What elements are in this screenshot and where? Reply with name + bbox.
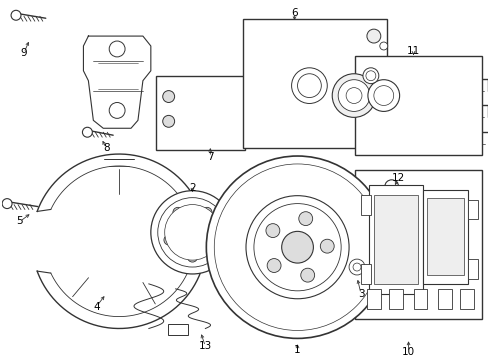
Circle shape xyxy=(366,71,376,81)
Circle shape xyxy=(173,207,183,217)
Circle shape xyxy=(380,42,388,50)
Circle shape xyxy=(206,156,389,338)
Circle shape xyxy=(109,103,125,118)
Circle shape xyxy=(368,80,400,111)
Bar xyxy=(427,198,464,275)
Circle shape xyxy=(246,196,349,299)
Text: 8: 8 xyxy=(103,143,110,153)
Circle shape xyxy=(338,80,370,111)
Circle shape xyxy=(172,212,212,252)
Circle shape xyxy=(349,259,365,275)
Bar xyxy=(355,170,482,319)
Circle shape xyxy=(181,220,204,244)
Text: 4: 4 xyxy=(93,302,99,312)
Bar xyxy=(355,56,482,155)
Circle shape xyxy=(164,235,174,245)
Circle shape xyxy=(188,252,197,262)
Circle shape xyxy=(292,68,327,103)
Circle shape xyxy=(353,263,361,271)
Circle shape xyxy=(163,91,174,103)
Text: 3: 3 xyxy=(358,289,364,299)
Bar xyxy=(243,19,387,148)
Text: 5: 5 xyxy=(17,216,24,226)
Circle shape xyxy=(109,41,125,57)
Bar xyxy=(367,289,381,309)
Circle shape xyxy=(214,164,381,330)
Circle shape xyxy=(320,239,334,253)
Circle shape xyxy=(158,198,227,267)
Bar xyxy=(438,289,452,309)
Circle shape xyxy=(367,29,381,43)
Circle shape xyxy=(374,86,393,105)
Bar xyxy=(168,324,188,336)
Circle shape xyxy=(297,74,321,98)
Circle shape xyxy=(363,68,379,84)
Circle shape xyxy=(266,224,280,238)
Circle shape xyxy=(282,231,314,263)
Text: 7: 7 xyxy=(207,152,214,162)
Text: 1: 1 xyxy=(294,345,301,355)
Circle shape xyxy=(332,74,376,117)
Circle shape xyxy=(385,180,399,194)
Bar xyxy=(361,264,371,284)
Text: 10: 10 xyxy=(402,347,415,357)
Bar xyxy=(389,289,403,309)
Bar xyxy=(423,190,468,284)
Circle shape xyxy=(299,212,313,226)
Bar xyxy=(369,185,423,294)
Circle shape xyxy=(346,87,362,103)
Circle shape xyxy=(165,204,220,260)
Circle shape xyxy=(2,199,12,208)
Text: 9: 9 xyxy=(21,48,27,58)
Circle shape xyxy=(82,127,92,137)
Circle shape xyxy=(163,116,174,127)
Circle shape xyxy=(301,268,315,282)
Polygon shape xyxy=(83,36,151,128)
Text: 11: 11 xyxy=(407,46,420,56)
Bar xyxy=(460,289,474,309)
Bar xyxy=(361,195,371,215)
Text: 2: 2 xyxy=(189,183,196,193)
Circle shape xyxy=(267,258,281,273)
Circle shape xyxy=(151,191,234,274)
Bar xyxy=(374,195,418,284)
Text: 12: 12 xyxy=(392,173,405,183)
Text: 13: 13 xyxy=(199,341,212,351)
Bar xyxy=(468,200,478,220)
Bar xyxy=(414,289,427,309)
Circle shape xyxy=(211,235,221,245)
Circle shape xyxy=(254,204,341,291)
Text: 6: 6 xyxy=(291,8,298,18)
Bar xyxy=(468,259,478,279)
Bar xyxy=(156,76,245,150)
Circle shape xyxy=(11,10,21,20)
Circle shape xyxy=(202,207,212,217)
